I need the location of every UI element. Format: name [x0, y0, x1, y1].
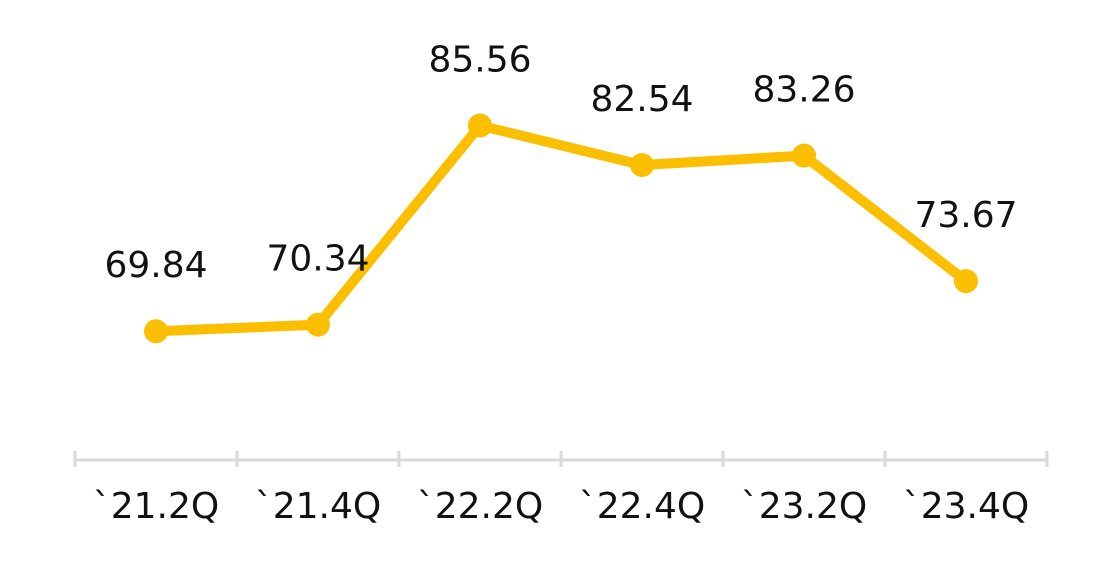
x-tick-label: `23.4Q — [903, 486, 1030, 527]
data-label: 82.54 — [590, 79, 693, 120]
x-tick-label: `22.4Q — [579, 486, 706, 527]
series-line — [155, 120, 970, 337]
x-tick-label: `22.2Q — [417, 486, 544, 527]
data-label: 73.67 — [914, 195, 1017, 236]
point — [306, 312, 330, 337]
point — [954, 269, 978, 294]
x-tick-label: `23.2Q — [741, 486, 868, 527]
data-label: 85.56 — [428, 40, 531, 81]
data-label: 83.26 — [752, 70, 855, 111]
x-tick-label: `21.2Q — [93, 486, 220, 527]
x-tick-label: `21.4Q — [255, 486, 382, 527]
point — [792, 143, 816, 168]
point — [630, 153, 654, 178]
data-label: 69.84 — [104, 245, 207, 286]
point — [144, 319, 168, 344]
point — [468, 113, 492, 138]
data-label: 70.34 — [266, 239, 369, 280]
